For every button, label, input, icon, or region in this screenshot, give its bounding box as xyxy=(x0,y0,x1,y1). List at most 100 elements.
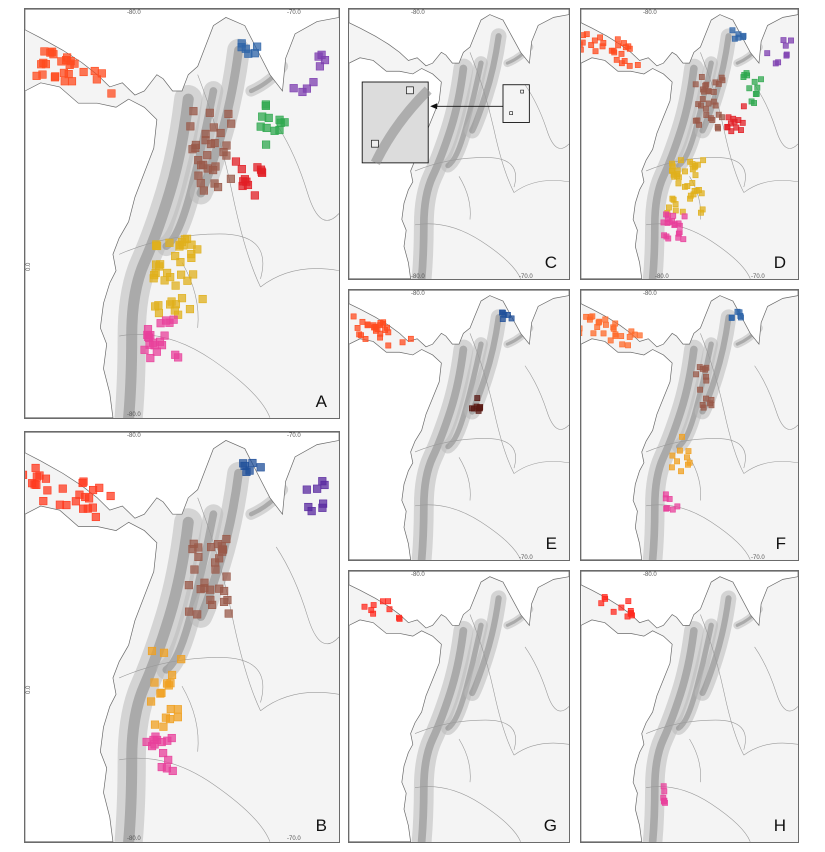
occurrence-cell xyxy=(689,166,696,173)
occurrence-cell xyxy=(189,107,198,116)
occurrence-cell xyxy=(636,332,643,339)
occurrence-cell xyxy=(250,191,259,200)
occurrence-cell xyxy=(660,783,667,790)
occurrence-cell xyxy=(177,655,186,664)
occurrence-cell xyxy=(211,558,220,567)
occurrence-cell xyxy=(140,345,149,354)
occurrence-cell xyxy=(361,603,368,610)
occurrence-cell xyxy=(187,250,196,259)
occurrence-cluster-perija xyxy=(302,477,329,516)
occurrence-cell xyxy=(370,610,377,617)
occurrence-cell xyxy=(200,584,209,593)
panel-label-d: D xyxy=(773,253,786,272)
occurrence-cluster-central-america xyxy=(350,313,414,349)
occurrence-cell xyxy=(611,49,618,56)
occurrence-cell xyxy=(226,174,235,183)
occurrence-cell xyxy=(670,212,677,219)
occurrence-cluster-eastern-andes xyxy=(256,100,289,149)
map-panel-c: -80.0 -80.0 -70.0 C xyxy=(348,8,570,280)
occurrence-cell xyxy=(258,112,267,121)
occurrence-cell xyxy=(210,138,219,148)
occurrence-cluster-western-central-andes xyxy=(693,364,715,411)
occurrence-cell xyxy=(782,42,789,49)
occurrence-cell xyxy=(289,84,298,93)
occurrence-cell xyxy=(150,341,159,350)
map-canvas-h xyxy=(581,571,798,842)
occurrence-cell xyxy=(199,186,208,195)
occurrence-cell xyxy=(364,322,371,329)
occurrence-cell xyxy=(681,183,688,190)
occurrence-cell xyxy=(219,148,228,157)
occurrence-cell xyxy=(313,484,322,493)
occurrence-cell xyxy=(622,44,629,51)
occurrence-cell xyxy=(744,72,751,79)
occurrence-cell xyxy=(612,333,619,339)
occurrence-cell xyxy=(193,245,202,254)
occurrence-cell xyxy=(188,145,197,154)
occurrence-cell xyxy=(222,572,231,581)
occurrence-cell xyxy=(276,118,285,127)
occurrence-cluster-perija xyxy=(764,37,794,67)
occurrence-cell xyxy=(194,171,203,180)
occurrence-cell xyxy=(626,334,633,340)
occurrence-cell xyxy=(159,722,168,731)
occurrence-cell xyxy=(758,76,764,83)
map-panel-a: -80.0 -70.0 -80.0 0.0 A xyxy=(24,8,340,419)
occurrence-cell xyxy=(728,128,735,135)
occurrence-cell xyxy=(678,157,684,164)
occurrence-cell xyxy=(152,241,162,251)
occurrence-cell xyxy=(675,234,682,241)
occurrence-cluster-western-central-andes xyxy=(186,107,236,195)
occurrence-cell xyxy=(175,242,184,251)
occurrence-cluster-central-andes xyxy=(469,395,484,414)
occurrence-cluster-ecuador xyxy=(147,646,186,731)
occurrence-cluster-central-america xyxy=(598,594,636,620)
occurrence-cell xyxy=(592,48,599,55)
occurrence-cell xyxy=(734,308,741,315)
tick-label-top: -80.0 xyxy=(643,10,657,16)
occurrence-cell xyxy=(106,491,115,501)
occurrence-cell xyxy=(599,43,606,50)
occurrence-cell xyxy=(189,270,198,279)
occurrence-cell xyxy=(471,405,477,412)
occurrence-cluster-ecuador xyxy=(668,433,693,475)
occurrence-cell xyxy=(661,788,668,795)
occurrence-cell xyxy=(151,302,160,311)
occurrence-cell xyxy=(151,260,161,269)
occurrence-cell xyxy=(692,81,699,88)
map-panel-b: -80.0 -70.0 -80.0 -70.0 0.0 B xyxy=(24,431,340,843)
panel-label-b: B xyxy=(315,816,327,835)
occurrence-cell xyxy=(31,463,40,473)
occurrence-cell xyxy=(581,325,583,332)
occurrence-cell xyxy=(39,496,48,506)
occurrence-cluster-western-central-andes xyxy=(692,74,726,132)
occurrence-cell xyxy=(396,615,403,622)
map-panel-h: -80.0 H xyxy=(580,570,799,843)
occurrence-cell xyxy=(595,319,602,326)
tick-label-bottom-right: -70.0 xyxy=(751,555,765,561)
occurrence-cell xyxy=(167,297,176,306)
occurrence-cell xyxy=(209,123,218,132)
occurrence-cell xyxy=(37,60,46,69)
occurrence-cell xyxy=(699,206,706,213)
occurrence-cell xyxy=(216,128,225,138)
occurrence-cluster-central-america xyxy=(581,313,643,349)
occurrence-cell xyxy=(187,240,196,249)
occurrence-cell xyxy=(687,192,694,199)
occurrence-cell xyxy=(625,598,632,605)
occurrence-cell xyxy=(209,166,218,175)
occurrence-cell xyxy=(356,331,363,338)
occurrence-cluster-sierra-nevada xyxy=(499,309,515,322)
occurrence-cell xyxy=(199,160,208,169)
panel-label-f: F xyxy=(775,534,786,553)
occurrence-cluster-western-central-andes xyxy=(184,534,233,619)
occurrence-cell xyxy=(626,62,633,69)
occurrence-cell xyxy=(672,201,679,208)
occurrence-cell xyxy=(92,75,101,84)
occurrence-cell xyxy=(224,609,233,618)
map-canvas-b xyxy=(25,432,339,842)
occurrence-cell xyxy=(780,37,787,44)
map-canvas-a xyxy=(25,9,339,418)
occurrence-cell xyxy=(159,748,168,758)
occurrence-cell xyxy=(65,60,74,70)
